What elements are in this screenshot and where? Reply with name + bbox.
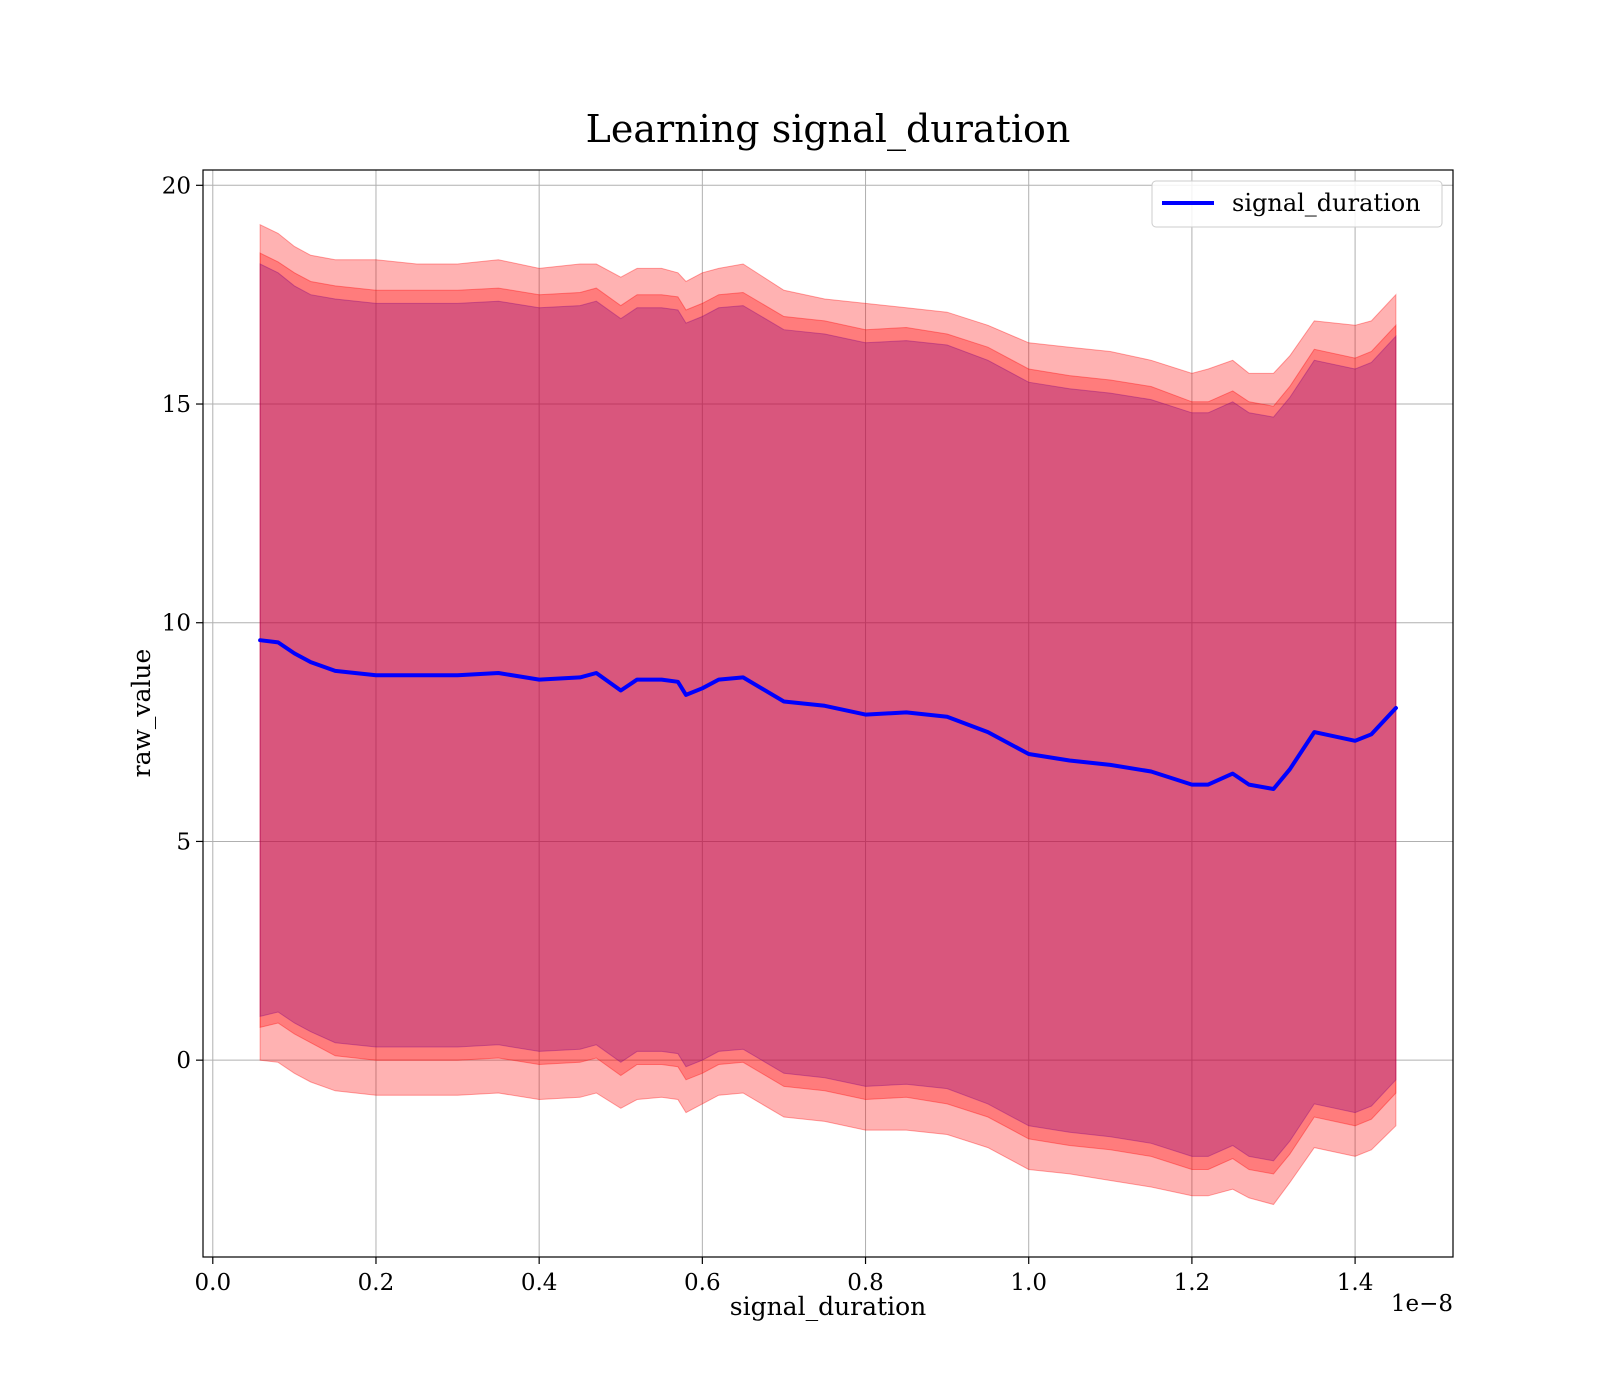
x-tick-label: 0.2 <box>358 1270 395 1296</box>
y-axis-label: raw_value <box>127 649 156 778</box>
x-tick-label: 1.2 <box>1174 1270 1211 1296</box>
y-tick-label: 10 <box>162 611 191 637</box>
confidence-bands <box>259 223 1397 1206</box>
x-tick-label: 0.8 <box>847 1270 884 1296</box>
y-tick-label: 15 <box>162 392 191 418</box>
x-tick-label: 0.6 <box>684 1270 721 1296</box>
legend-label: signal_duration <box>1232 189 1421 217</box>
legend: signal_duration <box>1151 180 1443 228</box>
x-tick-label: 1.4 <box>1337 1270 1374 1296</box>
x-tick-label: 0.0 <box>195 1270 232 1296</box>
series-lines <box>258 638 1398 791</box>
y-tick-label: 5 <box>176 829 191 855</box>
x-tick-label: 0.4 <box>521 1270 558 1296</box>
y-tick-label: 0 <box>176 1048 191 1074</box>
x-axis-offset-label: 1e−8 <box>1391 1291 1453 1317</box>
y-tick-label: 20 <box>162 173 191 199</box>
band-middle <box>259 252 1397 1175</box>
axis-ticks: 0.0 0.2 0.4 0.6 0.8 1.0 1.2 1.4 0 5 10 15 20 <box>162 173 1374 1296</box>
band-inner <box>259 263 1397 1162</box>
legend-box <box>1151 180 1443 228</box>
series-line <box>258 638 1398 791</box>
x-tick-label: 1.0 <box>1010 1270 1047 1296</box>
x-axis-label: signal_duration <box>730 1292 926 1321</box>
plot-frame <box>202 169 1454 1258</box>
chart-title: Learning signal_duration <box>586 107 1071 152</box>
band-outer <box>259 223 1397 1206</box>
